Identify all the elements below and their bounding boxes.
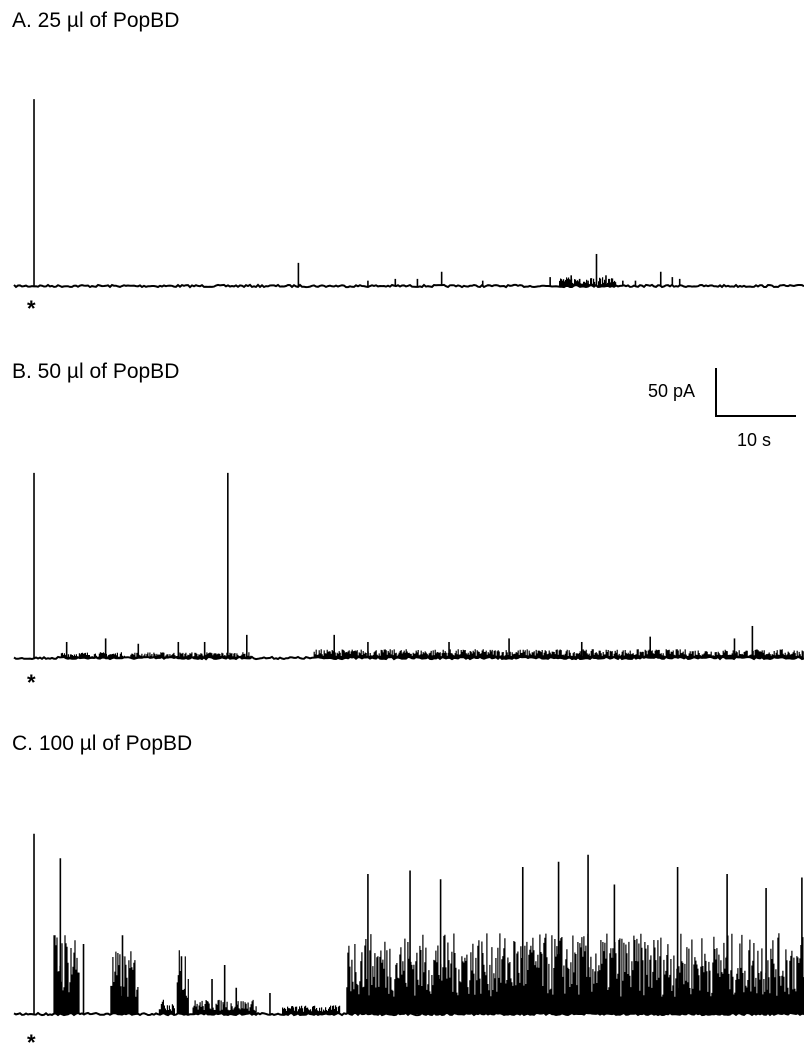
panel-a-trace [13,99,804,289]
panel-a-title: A. 25 µl of PopBD [12,9,180,32]
burst-3 [158,999,175,1014]
burst-0 [60,652,125,658]
scale-bar-current-label: 50 pA [648,381,696,401]
burst-4 [192,999,257,1014]
burst-5 [282,1005,341,1014]
panel-c-trace [13,833,804,1017]
panel-a-asterisk: * [27,296,36,321]
panel-c-asterisk: * [27,1030,36,1055]
burst-1 [598,277,617,286]
panel-b-asterisk: * [27,670,36,695]
panel-b-title: B. 50 µl of PopBD [12,360,180,383]
panel-b-trace [13,472,804,661]
burst-0 [53,935,80,1014]
panel-c-title: C. 100 µl of PopBD [12,732,193,755]
scale-bar [715,368,796,417]
burst-6 [346,933,804,1014]
burst-2 [176,950,189,1014]
burst-1 [110,951,139,1014]
burst-1 [129,652,252,658]
scale-bar-time-label: 10 s [737,430,772,450]
burst-2 [313,649,804,658]
burst-0 [559,277,596,286]
baseline-trace [13,283,804,289]
